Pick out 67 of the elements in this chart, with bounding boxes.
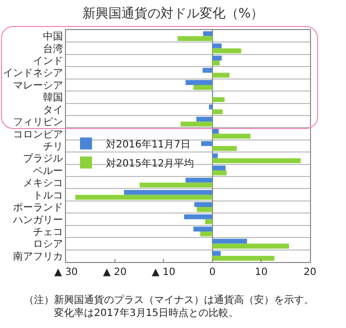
- x-tick-label: ▲ 30: [54, 267, 78, 278]
- bar: [180, 122, 212, 126]
- y-tick-label: インド: [33, 56, 63, 68]
- x-tick-label: ▲ 10: [152, 267, 176, 278]
- bar: [212, 134, 250, 139]
- chart-title: 新興国通貨の対ドル変化（%）: [82, 5, 264, 22]
- bar: [212, 146, 237, 151]
- bar: [140, 182, 212, 188]
- bar: [200, 231, 212, 236]
- bar: [212, 72, 230, 78]
- y-tick-label: チリ: [43, 142, 63, 152]
- bar: [194, 202, 212, 208]
- bar: [75, 194, 212, 200]
- bar: [203, 31, 212, 36]
- legend-label: 対2015年12月平均: [106, 157, 194, 170]
- x-tick-label: 20: [304, 267, 316, 278]
- bar: [212, 256, 274, 261]
- bar: [201, 141, 212, 146]
- text: （注）新興国通貨のプラス（マイナス）は通貨高（安）を示す。: [24, 294, 314, 306]
- y-tick-label: ブラジル: [23, 152, 63, 165]
- y-tick-label: チェコ: [33, 226, 63, 238]
- bar: [212, 43, 222, 48]
- bar: [212, 109, 223, 114]
- y-tick-label: ペルー: [33, 166, 63, 177]
- bar: [186, 80, 212, 85]
- bar: [196, 116, 212, 122]
- y-tick-label: ポーランド: [13, 202, 63, 214]
- y-tick-label: 台湾: [43, 42, 63, 55]
- legend-label: 対2016年11月7日: [106, 138, 191, 150]
- y-tick-label: 韓国: [43, 92, 63, 104]
- bar: [193, 84, 212, 90]
- y-tick-label: インドネシア: [3, 68, 63, 80]
- bar: [193, 226, 212, 232]
- bar: [212, 128, 219, 134]
- y-tick-label: 南アフリカ: [13, 250, 63, 262]
- bar: [212, 170, 227, 176]
- bar: [196, 207, 212, 212]
- bar: [186, 178, 212, 183]
- y-tick-label: ハンガリー: [12, 214, 63, 226]
- bar: [212, 166, 226, 170]
- y-tick-label: マレーシア: [13, 80, 63, 92]
- bar: [212, 158, 301, 164]
- bar: [212, 251, 221, 256]
- bar: [208, 104, 212, 110]
- bar: [212, 48, 242, 54]
- x-tick-label: ▲ 20: [103, 267, 127, 278]
- bar: [178, 36, 212, 41]
- bar: [212, 97, 225, 102]
- y-tick-label: メキシコ: [23, 178, 63, 190]
- bar: [202, 68, 212, 73]
- bar: [184, 214, 212, 220]
- y-tick-label: フィリピン: [13, 117, 63, 128]
- y-tick-label: トルコ: [33, 190, 63, 202]
- bar: [212, 153, 218, 158]
- bar: [205, 219, 212, 224]
- y-tick-label: タイ: [43, 104, 63, 116]
- y-tick-label: 中国: [43, 30, 63, 43]
- text: 変化率は2017年3月15日時点との比較。: [24, 307, 239, 319]
- x-tick-label: 0: [209, 267, 216, 278]
- x-tick-label: 10: [254, 267, 268, 278]
- bar: [212, 60, 220, 66]
- y-tick-label: コロンビア: [13, 129, 63, 140]
- bar: [212, 244, 290, 249]
- bar: [212, 56, 222, 61]
- y-tick-label: ロシア: [33, 239, 63, 250]
- bar: [124, 190, 212, 195]
- bar: [212, 238, 248, 244]
